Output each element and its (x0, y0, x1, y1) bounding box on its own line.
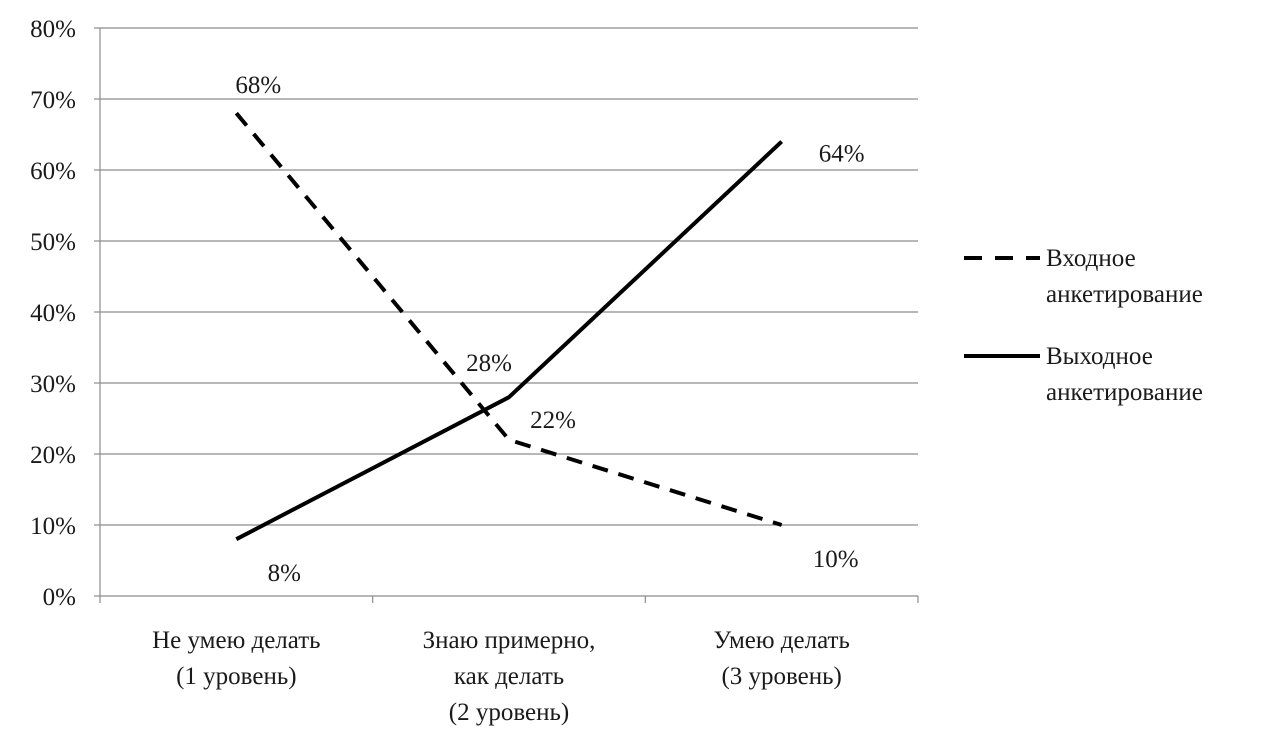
y-tick-label: 70% (30, 87, 76, 114)
y-tick-label: 50% (30, 229, 76, 256)
y-tick-labels: 0% 10% 20% 30% 40% 50% 60% 70% 80% (30, 16, 76, 611)
y-tick-label: 30% (30, 371, 76, 398)
data-label: 8% (268, 560, 301, 587)
data-label: 10% (813, 546, 859, 573)
legend: Входное анкетирование Выходное анкетировани… (964, 245, 1203, 406)
x-tick-labels: Не умею делать (1 уровень) Знаю примерно, к… (152, 627, 850, 726)
y-tick-label: 60% (30, 158, 76, 185)
y-tick-label: 40% (30, 300, 76, 327)
x-tick-label: Знаю примерно, как делать (2 уровень) (423, 627, 596, 726)
series-line-output (235, 140, 784, 541)
data-label: 68% (235, 72, 281, 99)
axes (94, 27, 919, 603)
y-tick-label: 80% (30, 16, 76, 43)
legend-label: Выходное анкетирование (1046, 343, 1203, 406)
legend-label: Входное анкетирование (1046, 245, 1203, 308)
series-lines (234, 111, 784, 541)
data-label: 28% (466, 350, 512, 377)
data-labels: 68% 22% 10% 8% 28% 64% (235, 72, 864, 587)
grid-lines (100, 27, 918, 526)
y-tick-label: 10% (30, 513, 76, 540)
x-tick-label: Умею делать (3 уровень) (713, 627, 849, 690)
y-tick-label: 20% (30, 442, 76, 469)
series-line-input (234, 111, 783, 527)
data-label: 64% (819, 141, 865, 168)
y-tick-label: 0% (43, 584, 76, 611)
data-label: 22% (530, 407, 576, 434)
x-tick-label: Не умею делать (1 уровень) (152, 627, 320, 690)
